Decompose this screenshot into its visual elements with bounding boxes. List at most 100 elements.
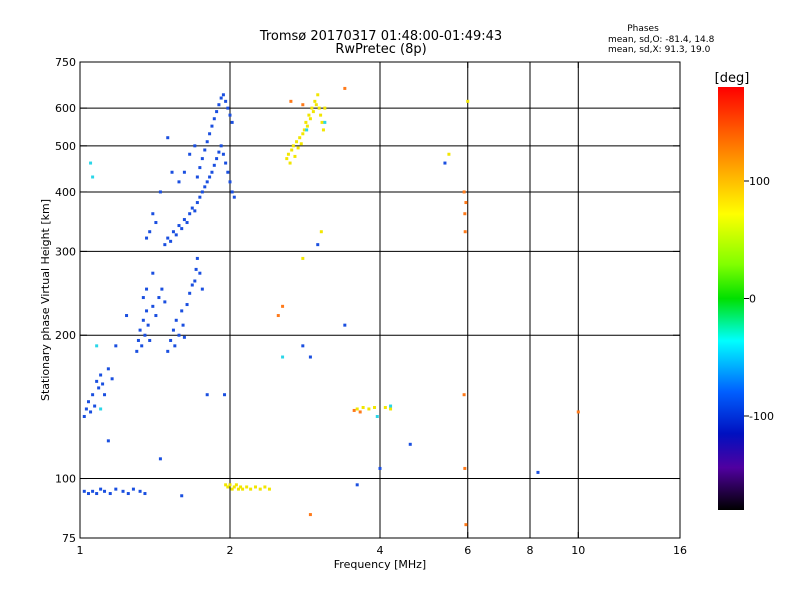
data-point	[221, 152, 225, 156]
data-point	[314, 103, 318, 107]
stats-heading: Phases	[627, 24, 659, 34]
data-point	[219, 144, 223, 148]
data-point	[180, 309, 184, 313]
data-point	[166, 349, 170, 353]
data-point	[145, 236, 149, 240]
data-point	[103, 393, 107, 397]
data-point	[140, 344, 144, 348]
x-tick-label: 16	[673, 544, 687, 557]
data-point	[180, 494, 184, 498]
data-point	[373, 406, 377, 410]
colorbar-ticks: 100 0 -100	[744, 175, 774, 423]
data-point	[106, 439, 110, 443]
data-point	[171, 328, 175, 332]
y-tick-label: 300	[55, 245, 76, 258]
data-point	[148, 230, 152, 234]
data-point	[210, 124, 214, 128]
data-point	[463, 212, 467, 216]
data-point	[208, 132, 212, 136]
data-point	[304, 120, 308, 124]
data-point	[177, 333, 181, 337]
data-point	[171, 230, 175, 234]
x-tick-label: 8	[527, 544, 534, 557]
data-point	[308, 513, 312, 517]
data-point	[148, 338, 152, 342]
data-point	[226, 170, 230, 174]
data-point	[91, 489, 95, 493]
data-point	[408, 442, 412, 446]
data-point	[352, 408, 356, 412]
data-point	[99, 407, 103, 411]
data-point	[296, 146, 300, 150]
data-point	[281, 355, 285, 359]
data-point	[188, 212, 192, 216]
data-point	[160, 287, 164, 291]
data-point	[288, 161, 292, 165]
y-tick-label: 750	[55, 56, 76, 69]
data-point	[177, 224, 181, 228]
data-point	[89, 410, 93, 414]
data-point	[82, 489, 86, 493]
x-tick-label: 4	[377, 544, 384, 557]
data-point	[158, 190, 162, 194]
data-point	[389, 404, 393, 408]
data-point	[198, 195, 202, 199]
data-point	[289, 99, 293, 103]
data-point	[228, 113, 232, 117]
data-point	[290, 148, 294, 152]
data-point	[447, 152, 451, 156]
data-point	[263, 485, 267, 489]
data-point	[114, 344, 118, 348]
data-point	[301, 344, 305, 348]
y-tick-label: 75	[62, 532, 76, 545]
data-point	[311, 110, 315, 114]
x-tick-label: 2	[227, 544, 234, 557]
data-point	[84, 407, 88, 411]
data-point	[301, 256, 305, 260]
data-point	[301, 103, 305, 107]
data-point	[97, 386, 101, 390]
data-point	[355, 483, 359, 487]
data-point	[177, 180, 181, 184]
stats-line-o: mean, sd,O: -81.4, 14.8	[608, 35, 715, 45]
data-point	[110, 377, 114, 381]
data-point	[217, 103, 221, 107]
data-point	[221, 93, 225, 97]
data-point	[106, 367, 110, 371]
x-tick-label: 10	[571, 544, 585, 557]
data-point	[190, 283, 194, 287]
data-point	[125, 314, 129, 318]
data-point	[91, 175, 95, 179]
data-point	[95, 344, 99, 348]
data-point	[135, 349, 139, 353]
chart-title-line2: RwPretec (8p)	[335, 42, 426, 57]
data-point	[234, 483, 238, 487]
colorbar-tick-label: 0	[749, 293, 756, 306]
data-point	[205, 393, 209, 397]
y-tick-label: 100	[55, 473, 76, 486]
data-point	[463, 466, 467, 470]
data-point	[151, 212, 155, 216]
data-point	[151, 271, 155, 275]
data-point	[143, 333, 147, 337]
data-point	[291, 144, 295, 148]
data-point	[281, 304, 285, 308]
data-point	[205, 180, 209, 184]
data-point	[158, 457, 162, 461]
data-point	[193, 144, 197, 148]
data-point	[230, 487, 234, 491]
data-point	[317, 106, 321, 110]
data-point	[308, 117, 312, 121]
y-axis-ticks: 75 100 200 300 400 500 600 750	[55, 56, 680, 545]
data-point	[219, 96, 223, 100]
grid-lines	[80, 62, 680, 538]
data-point	[205, 140, 209, 144]
data-point	[319, 230, 323, 234]
data-point	[121, 489, 125, 493]
data-point	[136, 338, 140, 342]
data-point	[223, 393, 227, 397]
data-point	[188, 291, 192, 295]
data-point	[203, 148, 207, 152]
data-point	[82, 414, 86, 418]
data-point	[295, 140, 299, 144]
